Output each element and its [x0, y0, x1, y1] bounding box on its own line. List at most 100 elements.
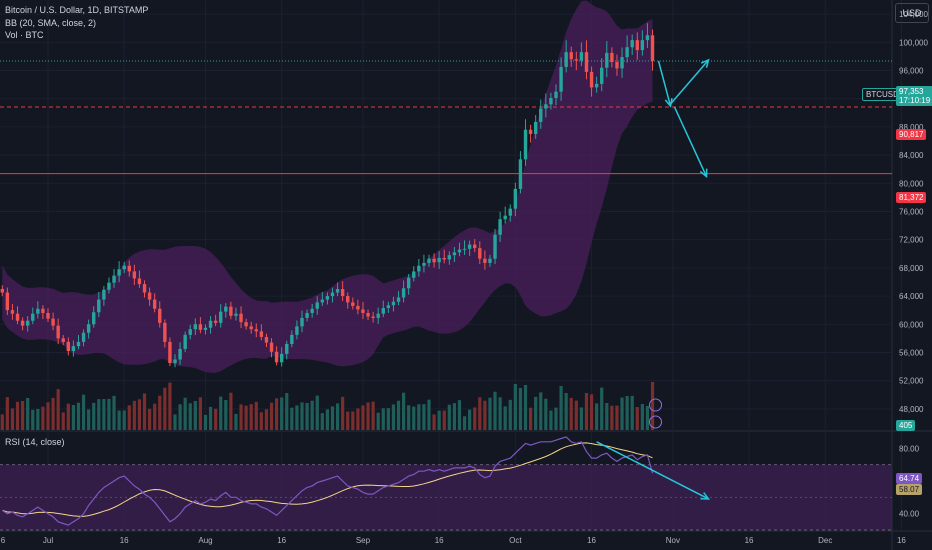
- volume-bar: [371, 401, 375, 430]
- price-tick-label: 88,000: [899, 123, 924, 132]
- candle-body: [396, 297, 401, 302]
- bar-countdown: 17:10:19: [899, 96, 931, 105]
- volume-bar: [549, 410, 553, 430]
- candle-body: [432, 258, 436, 263]
- time-tick-label: Nov: [666, 536, 680, 545]
- volume-bar: [508, 399, 512, 430]
- volume-bar: [574, 400, 578, 430]
- volume-bar: [153, 403, 157, 430]
- volume-bar: [132, 400, 136, 430]
- candle-body: [234, 313, 238, 316]
- candle-body: [188, 329, 192, 335]
- rsi-legend: RSI (14, close): [5, 437, 65, 447]
- last-price-tag: 97,353 17:10:19: [896, 86, 932, 106]
- volume-bar: [41, 406, 45, 430]
- candle-body: [351, 302, 355, 306]
- volume-bar: [158, 395, 162, 430]
- candle-body: [279, 353, 284, 363]
- price-tick-label: 72,000: [899, 236, 924, 245]
- volume-bar: [285, 393, 289, 430]
- price-tick-label: 76,000: [899, 207, 924, 216]
- volume-bar: [589, 394, 594, 430]
- currency-button[interactable]: USD: [895, 3, 929, 23]
- candle-body: [112, 275, 116, 283]
- candle-body: [224, 306, 228, 312]
- volume-bar: [645, 406, 650, 430]
- time-tick-label: 16: [897, 536, 906, 545]
- volume-bar: [15, 401, 20, 430]
- volume-legend: Vol · BTC: [5, 30, 44, 40]
- volume-bar: [92, 402, 96, 430]
- time-tick-label: 16: [587, 536, 596, 545]
- candle-body: [320, 299, 325, 303]
- volume-bar: [280, 397, 284, 430]
- candle-body: [0, 288, 4, 293]
- candle-body: [518, 159, 523, 189]
- volume-bar: [412, 406, 416, 430]
- volume-bar: [432, 414, 436, 430]
- candle-body: [66, 341, 71, 352]
- candle-body: [356, 305, 360, 310]
- volume-bar: [417, 404, 421, 430]
- volume-bar: [208, 406, 213, 430]
- candle-body: [376, 313, 380, 318]
- candle-body: [81, 332, 86, 342]
- price-tick-label: 104,000: [899, 10, 928, 19]
- volume-bar: [295, 405, 299, 430]
- volume-bar: [595, 403, 599, 430]
- candle-body: [295, 326, 299, 335]
- volume-bar: [61, 412, 65, 430]
- candle-body: [244, 322, 248, 327]
- candle-body: [457, 249, 462, 253]
- volume-bar: [21, 401, 25, 430]
- price-tick-label: 84,000: [899, 151, 924, 160]
- volume-bar: [518, 388, 523, 430]
- last-price-value: 97,353: [899, 87, 924, 96]
- time-tick-label: Jul: [43, 536, 53, 545]
- volume-bar: [600, 387, 604, 430]
- volume-bar: [529, 407, 533, 430]
- candle-body: [15, 313, 20, 321]
- volume-bar: [66, 403, 70, 430]
- rsi-tick-label: 80.00: [899, 444, 920, 453]
- volume-bar: [493, 391, 497, 430]
- indicator-alert-button[interactable]: [649, 415, 663, 429]
- rsi-line: [1, 436, 654, 526]
- rsi-tag: 64.74: [896, 473, 923, 484]
- candle-body: [56, 325, 60, 339]
- candle-body: [269, 342, 274, 352]
- time-tick-label: 6: [1, 536, 6, 545]
- volume-bar: [407, 405, 411, 430]
- volume-bar: [31, 409, 35, 430]
- indicator-add-button[interactable]: [649, 398, 663, 412]
- volume-bar: [97, 399, 101, 430]
- candle-body: [158, 308, 162, 323]
- volume-bar: [468, 409, 472, 430]
- volume-bar: [539, 392, 543, 430]
- support-tag: 81,372: [896, 192, 927, 203]
- candle-body: [605, 52, 609, 68]
- time-tick-label: 16: [745, 536, 754, 545]
- candle-body: [340, 289, 345, 297]
- candle-body: [142, 284, 147, 293]
- volume-bar: [148, 408, 152, 430]
- candle-body: [127, 265, 131, 272]
- candle-body: [574, 59, 579, 61]
- candle-body: [173, 359, 177, 364]
- candle-body: [61, 338, 65, 342]
- volume-bar: [325, 409, 329, 430]
- volume-bar: [386, 408, 390, 430]
- volume-bar: [198, 397, 202, 430]
- candle-body: [594, 83, 599, 88]
- volume-bar: [239, 404, 243, 430]
- candle-body: [41, 308, 45, 313]
- volume-bar: [473, 407, 477, 430]
- candle-body: [92, 312, 96, 325]
- price-tick-label: 64,000: [899, 292, 924, 301]
- candle-body: [71, 346, 76, 352]
- candle-body: [203, 327, 208, 330]
- candle-body: [219, 311, 223, 323]
- candle-body: [533, 121, 538, 134]
- price-tick-label: 56,000: [899, 348, 924, 357]
